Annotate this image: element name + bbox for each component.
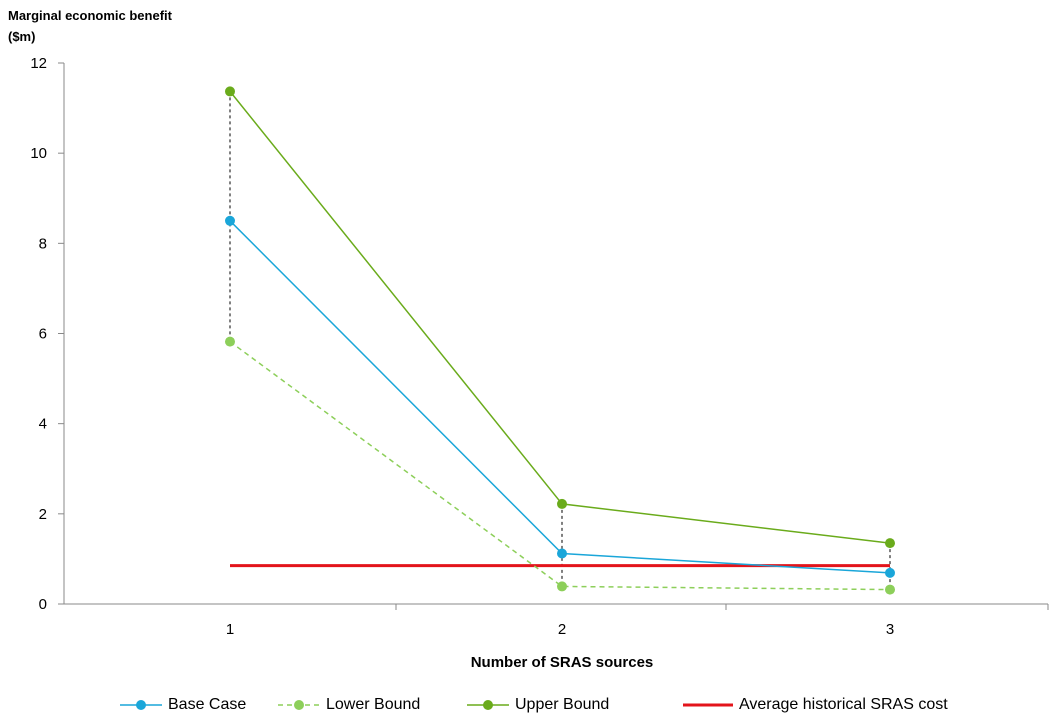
y-tick-label: 8 xyxy=(39,235,47,252)
data-point-upper-bound xyxy=(225,86,235,97)
y-tick-label: 10 xyxy=(30,145,47,162)
data-point-base-case xyxy=(557,548,567,559)
y-axis-title-line-2: ($m) xyxy=(8,29,36,44)
series-line-lower-bound xyxy=(229,341,891,591)
y-tick-label: 0 xyxy=(39,596,47,613)
x-axis-title: Number of SRAS sources xyxy=(471,654,654,671)
legend-swatch-average-historical-sras-cost xyxy=(683,703,733,707)
data-point-upper-bound xyxy=(885,538,895,549)
series-line-base-case xyxy=(229,220,891,574)
x-tick-label: 2 xyxy=(558,621,566,638)
x-tick-label: 1 xyxy=(226,621,234,638)
legend-swatch-lower-bound xyxy=(278,700,320,710)
legend-swatch-upper-bound xyxy=(467,700,509,710)
x-tick-label: 3 xyxy=(886,621,894,638)
y-tick-label: 4 xyxy=(39,416,47,433)
data-point-upper-bound xyxy=(557,498,567,509)
legend-item-upper-bound: Upper Bound xyxy=(467,694,609,716)
data-point-lower-bound xyxy=(557,581,567,592)
y-tick-label: 6 xyxy=(39,326,47,343)
legend-label-base-case: Base Case xyxy=(168,696,247,713)
y-axis-title-line-1: Marginal economic benefit xyxy=(8,8,172,23)
legend-item-lower-bound: Lower Bound xyxy=(278,694,420,716)
legend-item-average-historical-sras-cost: Average historical SRAS cost xyxy=(683,694,948,716)
legend-label-average-historical-sras-cost: Average historical SRAS cost xyxy=(739,696,948,713)
y-tick-label: 2 xyxy=(39,506,47,523)
series-line-upper-bound xyxy=(229,90,891,544)
legend: Base Case Lower Bound Upper Bound Averag… xyxy=(0,694,1052,716)
data-point-lower-bound xyxy=(885,584,895,595)
legend-item-base-case: Base Case xyxy=(120,694,246,716)
data-point-base-case xyxy=(885,567,895,578)
legend-label-upper-bound: Upper Bound xyxy=(515,696,610,713)
legend-swatch-base-case xyxy=(120,700,162,710)
data-point-base-case xyxy=(225,215,235,226)
legend-label-lower-bound: Lower Bound xyxy=(326,696,421,713)
y-tick-label: 12 xyxy=(30,55,47,72)
data-point-lower-bound xyxy=(225,336,235,347)
